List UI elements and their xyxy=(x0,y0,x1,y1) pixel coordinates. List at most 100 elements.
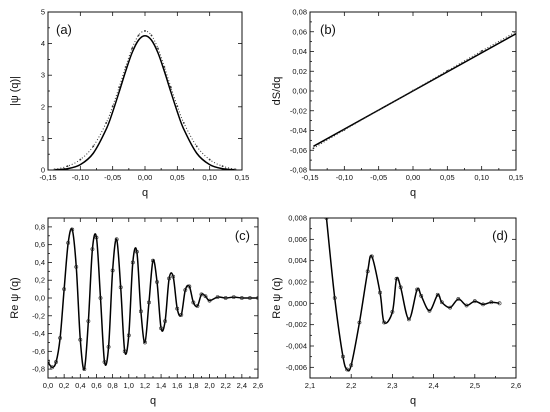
data-point xyxy=(50,365,54,370)
data-point xyxy=(105,122,108,124)
data-point xyxy=(167,276,172,281)
x-tick-label: 0,15 xyxy=(235,173,250,182)
y-tick-label: 0,008 xyxy=(288,214,307,223)
series-line xyxy=(313,33,516,147)
panel-label: (c) xyxy=(235,228,250,243)
panel-c: 0,0 0,2 0,4 0,6 0,8 1,0 1,2 1,4 1,6 1,8 2,0 2,2 2,4 2… xyxy=(9,217,263,407)
data-point xyxy=(53,168,56,170)
data-point xyxy=(456,297,461,301)
y-axis-label: dS/dq xyxy=(271,77,283,106)
data-point xyxy=(332,296,337,300)
data-point xyxy=(124,66,127,68)
plot-frame xyxy=(309,217,517,379)
data-point xyxy=(349,363,354,368)
y-axis-label: |ψ (q)| xyxy=(9,76,21,106)
data-point xyxy=(90,247,95,252)
data-point xyxy=(159,326,163,331)
y-tick-label: 0,4 xyxy=(35,258,45,267)
data-point xyxy=(62,287,67,292)
data-point xyxy=(480,50,483,52)
data-point xyxy=(54,360,58,364)
y-tick-label: -0,8 xyxy=(32,365,45,374)
data-point xyxy=(215,295,220,300)
plot-area xyxy=(53,30,237,170)
data-point xyxy=(195,304,200,308)
data-point xyxy=(48,360,50,364)
x-tick-label: 0,00 xyxy=(406,173,421,182)
x-tick-label: 1,4 xyxy=(156,381,166,390)
data-point xyxy=(106,344,111,349)
x-tick-label: 2,3 xyxy=(387,381,397,390)
data-point xyxy=(179,312,184,317)
data-point xyxy=(82,367,87,372)
data-point xyxy=(79,158,82,161)
x-tick-label: 0,8 xyxy=(107,381,117,390)
data-point xyxy=(398,285,403,290)
data-point xyxy=(248,296,252,300)
series-dotted-line xyxy=(54,30,236,170)
data-point xyxy=(497,301,502,306)
data-point xyxy=(122,349,127,354)
data-point xyxy=(86,319,91,324)
data-point xyxy=(176,105,179,108)
data-point xyxy=(439,300,444,305)
x-tick-label: 0,05 xyxy=(170,173,185,182)
x-tick-label: -0,15 xyxy=(301,173,318,182)
x-axis-label: q xyxy=(410,187,416,199)
data-point xyxy=(406,317,411,322)
data-point xyxy=(419,293,424,298)
x-tick-label: -0,05 xyxy=(104,173,121,182)
y-tick-label: 0,8 xyxy=(35,222,45,231)
data-point xyxy=(74,264,79,269)
x-tick-label: 0,10 xyxy=(202,173,217,182)
data-point xyxy=(58,336,63,340)
x-tick-label: 2,6 xyxy=(511,381,521,390)
data-point xyxy=(324,218,329,220)
data-point xyxy=(435,292,440,297)
data-point xyxy=(137,34,140,37)
y-tick-label: -0,06 xyxy=(290,146,307,155)
data-point xyxy=(489,300,494,305)
y-tick-label: 0,000 xyxy=(288,299,307,308)
data-point xyxy=(163,66,166,68)
y-tick-label: 0,006 xyxy=(288,235,307,244)
y-tick-label: -0,08 xyxy=(290,166,307,175)
x-tick-label: 2,4 xyxy=(428,381,438,390)
data-point xyxy=(415,287,420,292)
data-point xyxy=(199,292,204,297)
y-tick-label: 4 xyxy=(41,39,45,48)
data-point xyxy=(169,86,172,89)
data-point xyxy=(131,47,133,50)
data-point xyxy=(195,145,198,148)
y-axis-label: Re ψ (q) xyxy=(9,277,21,318)
data-point xyxy=(150,34,153,37)
y-tick-label: -0,006 xyxy=(286,363,307,372)
x-tick-label: 1,6 xyxy=(172,381,182,390)
x-tick-label: 0,6 xyxy=(91,381,101,390)
data-point xyxy=(126,333,131,338)
data-point xyxy=(394,276,399,281)
x-tick-label: 1,8 xyxy=(188,381,198,390)
x-tick-label: -0,10 xyxy=(72,173,89,182)
data-point xyxy=(412,89,414,92)
y-tick-label: 0,0 xyxy=(35,294,45,303)
data-point xyxy=(365,269,370,274)
data-point xyxy=(448,305,452,310)
data-point xyxy=(369,254,374,259)
y-tick-label: 0,08 xyxy=(292,8,307,17)
data-point xyxy=(147,300,151,305)
x-tick-label: 2,5 xyxy=(470,381,480,390)
data-point xyxy=(390,309,395,314)
data-point xyxy=(134,249,139,254)
data-point xyxy=(183,288,188,292)
x-tick-label: -0,15 xyxy=(39,173,56,182)
y-tick-label: -0,04 xyxy=(290,126,307,135)
plot-area xyxy=(48,227,258,372)
data-point xyxy=(157,47,159,50)
data-point xyxy=(144,30,146,32)
x-tick-label: 0,05 xyxy=(440,173,455,182)
data-point xyxy=(357,320,362,325)
panel-d: 2,1 2,2 2,3 2,4 2,5 2,6 -0,006 -0,004 -0,002 0,00… xyxy=(271,214,521,408)
data-point xyxy=(187,284,192,289)
data-point xyxy=(138,309,143,314)
